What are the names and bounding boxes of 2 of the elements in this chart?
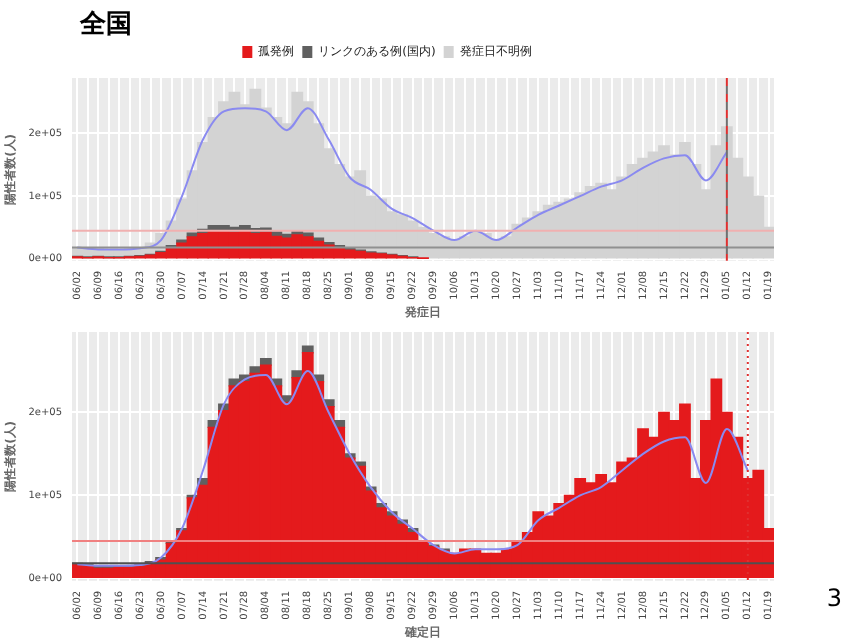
chart-title: 全国 xyxy=(78,8,134,40)
text: 3 xyxy=(826,584,842,612)
